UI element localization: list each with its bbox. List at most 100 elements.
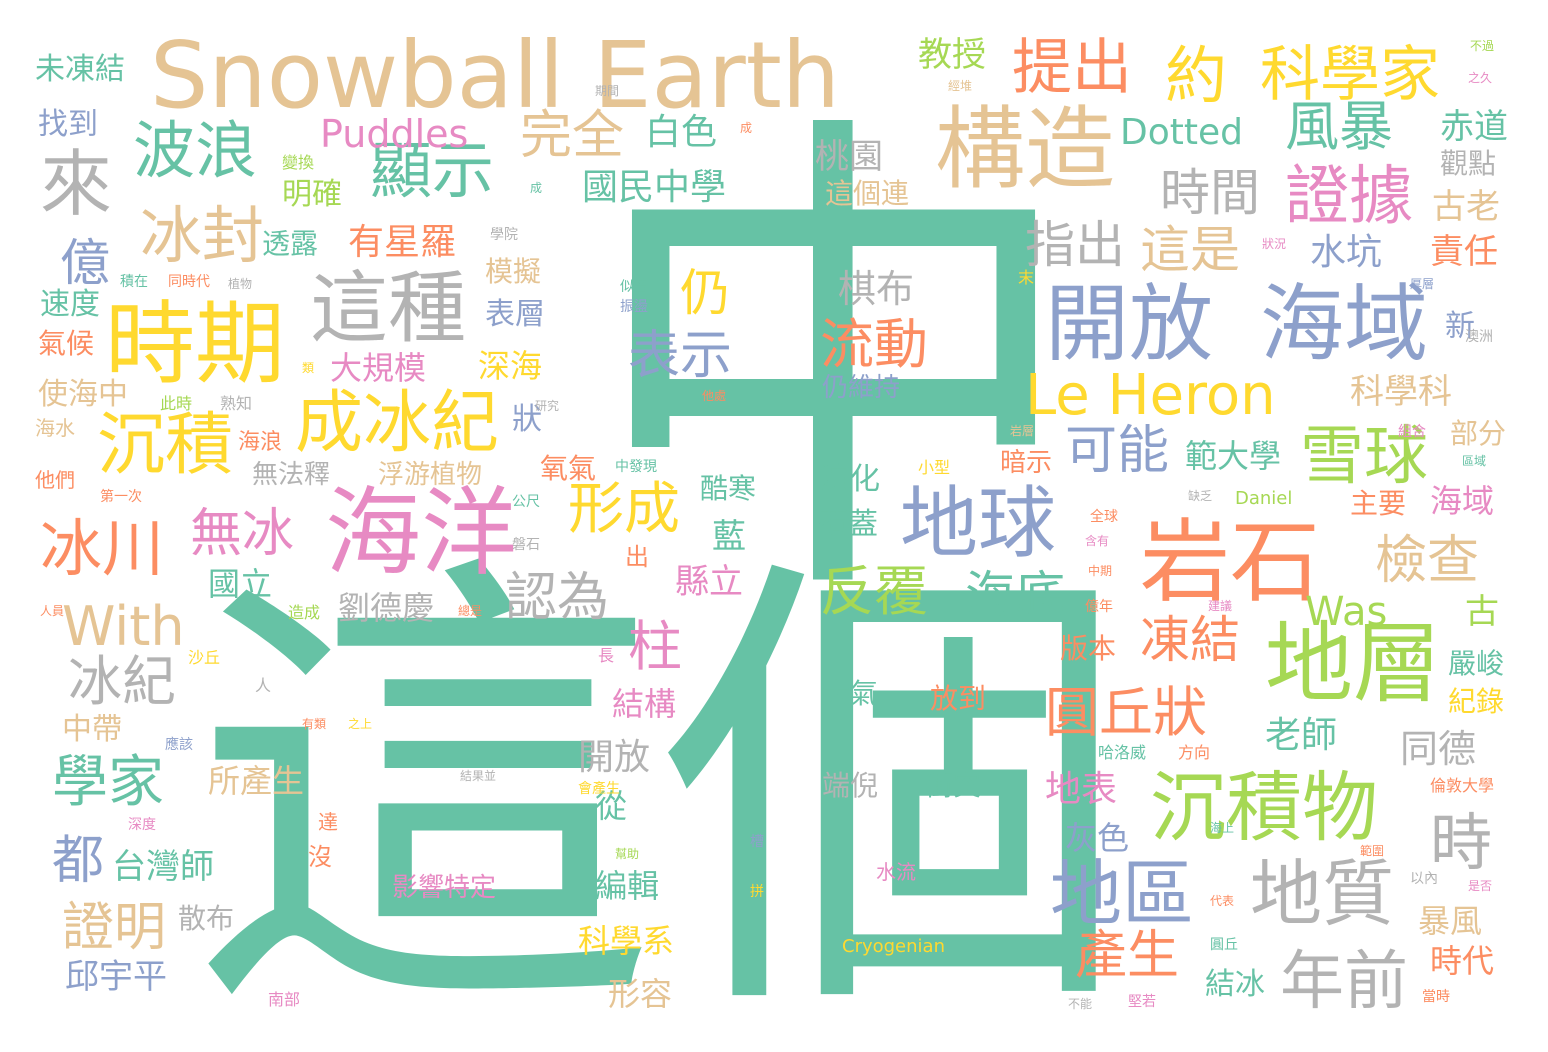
word: 達 bbox=[318, 810, 338, 834]
word: 大氣 bbox=[822, 677, 879, 710]
word: 教授 bbox=[918, 35, 986, 75]
word: 圓丘狀 bbox=[1045, 681, 1207, 744]
word: 會產生 bbox=[578, 781, 620, 797]
word: 植物 bbox=[228, 277, 253, 291]
word: 責任 bbox=[1430, 232, 1498, 272]
word: 嚴峻 bbox=[1448, 647, 1505, 680]
word: 構造 bbox=[935, 97, 1115, 202]
word: 仍 bbox=[680, 264, 730, 322]
word: 所產生 bbox=[208, 762, 305, 800]
word: 放到 bbox=[930, 682, 987, 715]
word: 版本 bbox=[1060, 632, 1117, 665]
word: 冰封 bbox=[140, 199, 265, 272]
word: 檢查 bbox=[1375, 531, 1480, 591]
word: Puddles bbox=[320, 112, 469, 156]
word: 產生 bbox=[1075, 926, 1180, 986]
word: 完全 bbox=[520, 106, 625, 166]
word: 指出 bbox=[1025, 216, 1125, 274]
word: 水坑 bbox=[1310, 232, 1383, 273]
word: 流動 bbox=[820, 313, 928, 376]
word: 變換 bbox=[282, 153, 315, 172]
word: 研究 bbox=[535, 399, 560, 413]
word: 海浪 bbox=[238, 430, 283, 455]
word: 方向 bbox=[1178, 743, 1211, 762]
word: 成 bbox=[740, 121, 753, 135]
word: 透露 bbox=[262, 227, 319, 260]
word: Dotted bbox=[1120, 112, 1243, 153]
word: 海上 bbox=[1210, 821, 1235, 835]
word: 這種 bbox=[310, 264, 467, 354]
word: 沒 bbox=[308, 843, 332, 871]
word: 是否 bbox=[1468, 879, 1493, 893]
word: 狀 bbox=[512, 402, 542, 437]
word: 之久 bbox=[1468, 71, 1493, 85]
word: 衝突 bbox=[925, 769, 982, 802]
word: 表示 bbox=[628, 326, 733, 386]
word: 圓丘 bbox=[1210, 937, 1238, 953]
word: 中期 bbox=[1088, 564, 1113, 578]
word: 幫助 bbox=[615, 847, 640, 861]
word: 含有 bbox=[1085, 534, 1110, 548]
word: 大規模 bbox=[330, 349, 427, 387]
word: 拼 bbox=[750, 884, 764, 900]
word: 哈洛威 bbox=[1098, 743, 1147, 762]
word: 明確 bbox=[282, 177, 342, 212]
word: 磐石 bbox=[512, 537, 540, 553]
word: 覆蓋 bbox=[818, 507, 878, 542]
word: 演化 bbox=[820, 462, 880, 497]
word: 有類 bbox=[302, 717, 327, 731]
word: 未凍結 bbox=[35, 52, 125, 87]
word: 造成 bbox=[288, 603, 321, 622]
word: 桃園 bbox=[815, 137, 883, 177]
word: 酷寒 bbox=[700, 472, 757, 505]
word: 部分 bbox=[1450, 417, 1507, 450]
word: 學家 bbox=[52, 750, 164, 815]
word: 地層 bbox=[1265, 612, 1442, 715]
word: 國民中學 bbox=[582, 167, 727, 208]
word: 證據 bbox=[1285, 160, 1413, 234]
word: 冰川 bbox=[40, 512, 165, 585]
word: 水流 bbox=[876, 860, 916, 884]
word: 暗示 bbox=[1000, 448, 1053, 478]
word: With bbox=[62, 595, 185, 658]
word: 棋布 bbox=[838, 267, 915, 311]
word: 可能 bbox=[1065, 421, 1170, 481]
word: 億 bbox=[60, 234, 110, 292]
word: 振盪 bbox=[620, 299, 648, 315]
word: 此時 bbox=[160, 394, 193, 413]
word: 成冰紀 bbox=[295, 384, 500, 463]
word: 缺乏 bbox=[1188, 489, 1213, 503]
word: 雪球 bbox=[1300, 420, 1428, 494]
word: 中發現 bbox=[615, 459, 657, 475]
word: 狀況 bbox=[1262, 237, 1287, 251]
word: 氣候 bbox=[38, 327, 95, 360]
word: 國立 bbox=[208, 565, 273, 603]
word: 出 bbox=[625, 543, 649, 571]
word: 熟知 bbox=[220, 394, 253, 413]
word: 仍維持 bbox=[822, 373, 901, 403]
word: 同德 bbox=[1400, 727, 1477, 771]
word: 赤道 bbox=[1440, 107, 1508, 147]
word: 代表 bbox=[1210, 894, 1235, 908]
word: 這個連 bbox=[825, 177, 910, 210]
word: 海底 bbox=[965, 566, 1065, 624]
word: 末 bbox=[1018, 268, 1035, 287]
word: 全球 bbox=[1090, 509, 1118, 525]
word: 模擬 bbox=[485, 255, 542, 288]
word: 時 bbox=[1430, 806, 1493, 879]
word: 第一次 bbox=[100, 489, 142, 505]
word: 結冰 bbox=[1205, 967, 1265, 1002]
word: 海洋 bbox=[325, 477, 517, 589]
word: 組合 bbox=[1398, 424, 1426, 440]
word: 柱 bbox=[628, 615, 682, 678]
word: 槽 bbox=[750, 834, 764, 850]
word: 類 bbox=[302, 361, 315, 375]
word: 以內 bbox=[1410, 871, 1438, 887]
word: 中 bbox=[499, 100, 1081, 600]
word: 經堆 bbox=[948, 79, 973, 93]
word: 地區 bbox=[1050, 852, 1195, 936]
word: 海水 bbox=[35, 416, 75, 440]
word: 沙丘 bbox=[188, 648, 221, 667]
word: 這個 bbox=[190, 521, 1130, 1052]
word: 年前 bbox=[1280, 945, 1408, 1019]
